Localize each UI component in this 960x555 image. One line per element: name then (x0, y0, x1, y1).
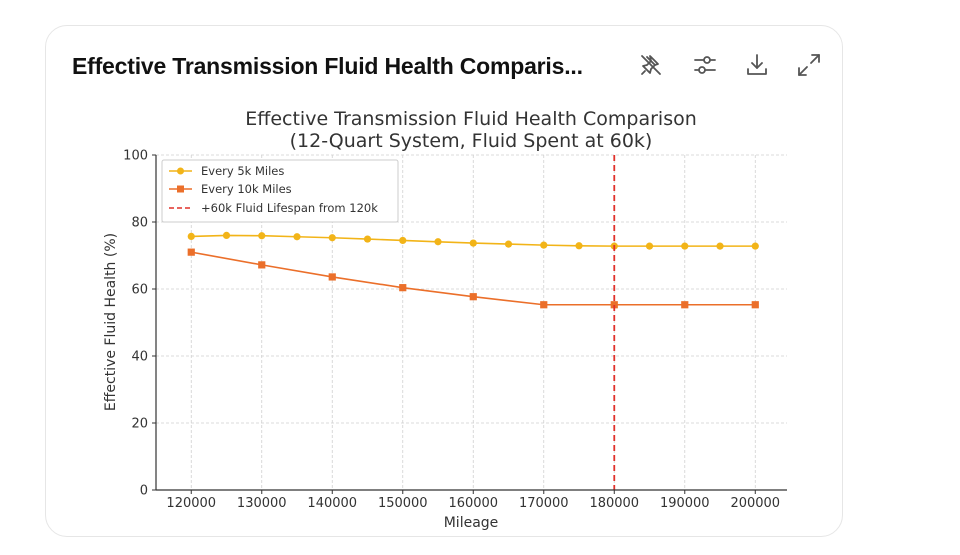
chart-card: Effective Transmission Fluid Health Comp… (45, 25, 843, 537)
chart-area: Effective Transmission Fluid Health Comp… (95, 100, 795, 540)
data-point-5k (716, 242, 724, 250)
legend-marker-5k (177, 167, 184, 175)
data-point-10k (540, 301, 548, 309)
legend-marker-10k (177, 185, 184, 193)
data-point-5k (751, 242, 759, 250)
line-chart: Effective Transmission Fluid Health Comp… (103, 108, 787, 531)
x-tick-label: 200000 (730, 496, 780, 511)
data-point-10k (751, 301, 759, 309)
data-point-5k (575, 242, 583, 250)
data-point-10k (328, 273, 336, 281)
chart-title-line1: Effective Transmission Fluid Health Comp… (245, 108, 697, 130)
legend-label-vline: +60k Fluid Lifespan from 120k (201, 201, 378, 215)
filter-settings-button[interactable] (690, 50, 720, 80)
y-tick-label: 20 (131, 417, 148, 432)
download-button[interactable] (742, 50, 772, 80)
data-point-5k (681, 242, 689, 250)
axes: 120000 130000 140000 150000 160000 170000 1800… (123, 149, 787, 511)
y-axis-label: Effective Fluid Health (%) (103, 233, 119, 411)
data-point-10k (469, 293, 477, 301)
legend-label-5k: Every 5k Miles (201, 164, 284, 178)
y-tick-label: 0 (140, 484, 148, 499)
legend: Every 5k Miles Every 10k Miles +60k Flui… (161, 159, 399, 223)
legend-label-10k: Every 10k Miles (201, 182, 292, 196)
expand-icon (798, 54, 820, 76)
data-point-5k (328, 234, 336, 242)
data-point-5k (469, 239, 477, 247)
x-tick-label: 170000 (519, 496, 569, 511)
data-point-10k (187, 248, 195, 256)
series-layer (187, 155, 759, 490)
data-point-10k (258, 261, 266, 269)
data-point-5k (187, 232, 195, 241)
x-tick-label: 180000 (589, 496, 639, 511)
x-tick-label: 160000 (448, 496, 498, 511)
data-point-5k (258, 232, 266, 240)
expand-button[interactable] (794, 50, 824, 80)
card-title: Effective Transmission Fluid Health Comp… (72, 53, 583, 79)
data-point-5k (434, 238, 442, 246)
download-icon (747, 54, 767, 75)
y-tick-label: 100 (123, 149, 148, 164)
y-tick-label: 80 (131, 216, 148, 231)
data-point-10k (681, 301, 689, 309)
sliders-icon (694, 56, 716, 74)
x-tick-label: 190000 (660, 496, 710, 511)
legend-box (161, 159, 399, 223)
data-point-5k (293, 233, 301, 241)
data-point-5k (504, 240, 513, 248)
chart-title-line2: (12-Quart System, Fluid Spent at 60k) (290, 130, 653, 152)
data-point-5k (540, 241, 548, 249)
x-tick-label: 140000 (307, 496, 357, 511)
x-axis-label: Mileage (444, 515, 499, 531)
y-tick-label: 40 (131, 350, 148, 365)
data-point-5k (645, 242, 654, 250)
pin-off-button[interactable] (636, 50, 666, 80)
data-point-5k (399, 236, 407, 245)
y-tick-label: 60 (131, 283, 148, 298)
data-point-10k (610, 301, 618, 309)
x-tick-label: 120000 (166, 496, 216, 511)
data-point-10k (399, 284, 407, 292)
x-tick-label: 150000 (378, 496, 428, 511)
data-point-5k (222, 231, 231, 239)
x-tick-label: 130000 (237, 496, 287, 511)
pin-off-icon (641, 55, 661, 75)
data-point-5k (363, 235, 372, 243)
